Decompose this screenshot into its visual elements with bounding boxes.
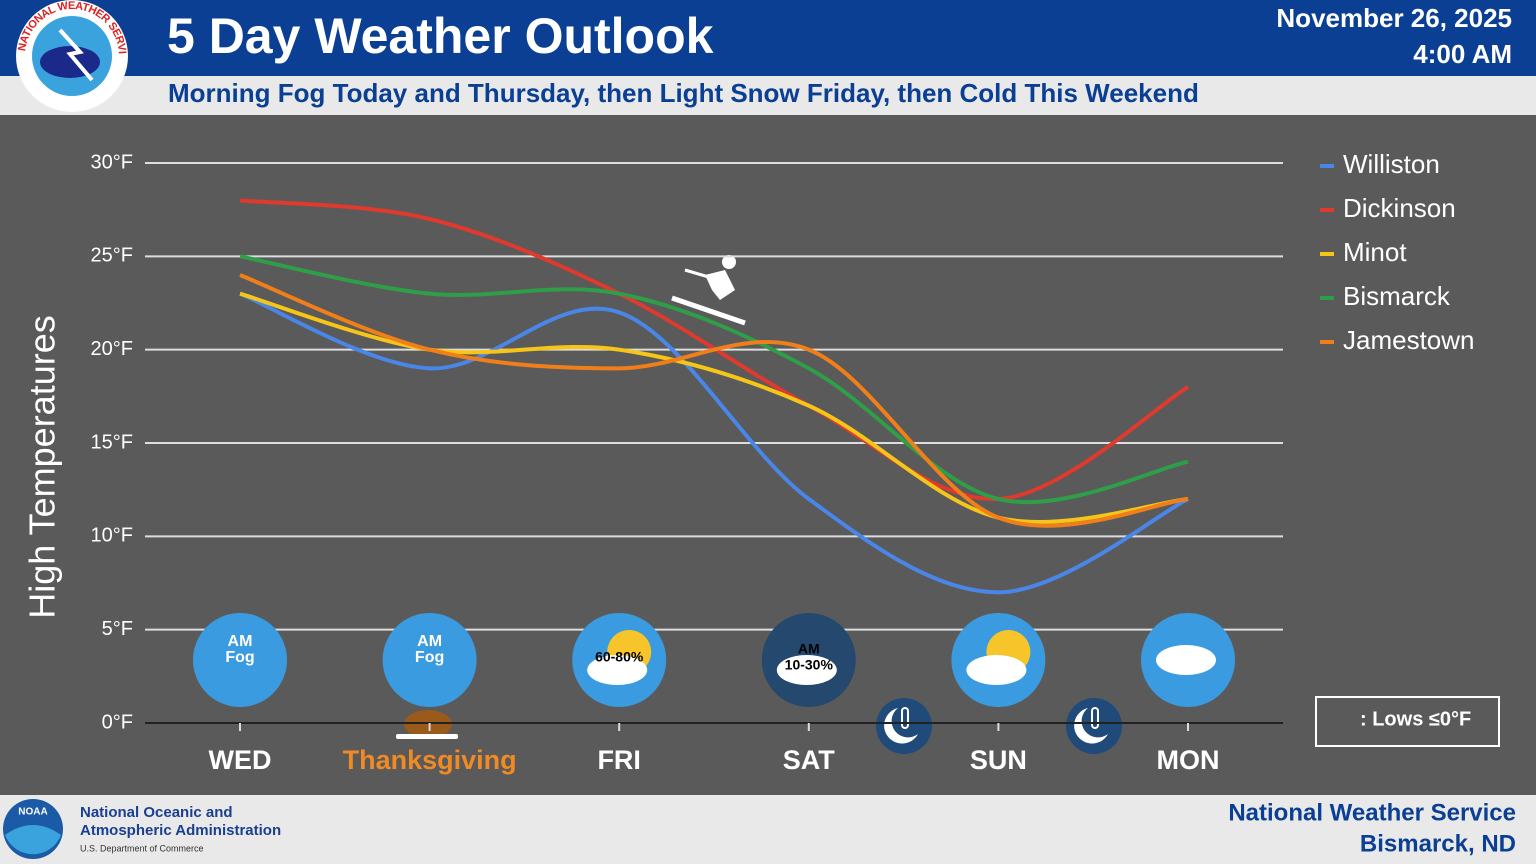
x-tick-label: MON [1157,745,1220,775]
noaa-logo: NOAA [3,799,63,859]
lows-legend: : Lows ≤0°F [1315,696,1500,747]
header-bar [0,0,1536,76]
series-line [239,273,1189,528]
y-tick-label: 0°F [102,711,133,733]
icon-label: Fog [225,649,254,666]
icon-label: AM [228,633,253,650]
agency: Atmospheric Administration [80,822,281,839]
location: Bismarck, ND [1360,830,1516,857]
legend-label: Bismarck [1343,281,1451,311]
office: National Weather Service [1228,799,1516,826]
legend-label: Minot [1343,237,1407,267]
x-tick-label: WED [209,745,272,775]
y-tick-label: 25°F [91,245,133,267]
icon-label: 60-80% [595,649,644,665]
icon-label: AM [417,633,442,650]
title: 5 Day Weather Outlook [167,8,714,64]
icon-label: 10-30% [785,657,834,673]
weather-icon [382,613,477,707]
icon-label: Fog [415,649,444,666]
noaa-text: NOAA [18,807,47,818]
y-tick-label: 5°F [102,618,133,640]
cloud [1156,645,1216,675]
series-line [239,291,1189,524]
legend-label: Dickinson [1343,193,1456,223]
lows-legend-text: : Lows ≤0°F [1360,708,1471,730]
x-tick-label: Thanksgiving [343,745,517,775]
cloud [776,655,837,685]
x-tick-label: SUN [970,745,1027,775]
cloud [966,655,1027,685]
footer-bar [0,795,1536,864]
y-axis-label: High Temperatures [22,315,63,619]
department: U.S. Department of Commerce [80,843,204,853]
skier [671,255,746,326]
legend-label: Williston [1343,149,1440,179]
series-line [239,198,1190,502]
y-tick-label: 15°F [91,431,133,453]
y-tick-label: 20°F [91,338,133,360]
icon-label: AM [798,641,820,657]
agency: National Oceanic and [80,804,233,821]
x-tick-label: SAT [783,745,836,775]
series-line [239,254,1189,505]
weather-icon [193,613,287,707]
subtitle-bar [0,76,1536,115]
date: November 26, 2025 [1276,3,1512,33]
series-line [239,291,1189,595]
cloud [587,655,648,685]
time: 4:00 AM [1413,39,1512,69]
moon-icons [876,698,1122,754]
y-tick-label: 30°F [91,151,133,173]
x-tick-label: FRI [597,745,641,775]
y-tick-label: 10°F [91,525,133,547]
subtitle: Morning Fog Today and Thursday, then Lig… [168,78,1199,108]
legend-label: Jamestown [1343,325,1475,355]
